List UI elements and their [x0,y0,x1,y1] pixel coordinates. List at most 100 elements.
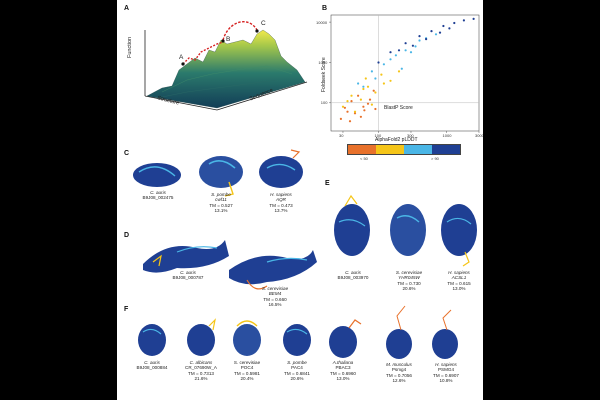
path-a-to-b [182,41,224,65]
panel-d-label: D [124,232,130,239]
species-name: S. cerevisiae [233,360,261,365]
data-point [418,39,421,42]
data-point [380,73,383,76]
data-point [370,70,373,73]
identity-percent: 20.6% [290,376,304,382]
gene-id: B9J08_002475 [142,195,174,201]
data-point [362,87,365,91]
point-b-marker [221,39,225,43]
tm-score: TM = 0.6841 [284,370,310,376]
species-name: C. auris [180,270,196,275]
species-name: C. auris [345,270,361,275]
tm-score: TM = 0.615 [447,280,471,286]
data-point [346,100,349,103]
data-point [350,94,353,97]
loop-accent [224,181,234,197]
species-name: C. albicans [189,360,213,365]
tm-score: TM = 0.7056 [386,372,412,378]
loop-accent [152,254,162,267]
data-point [359,115,362,118]
data-point [368,98,372,101]
caption-f-3: S. cerevisiae POC4 TM = 0.5981 20.4% [227,360,267,382]
tm-score: TM = 0.660 [263,296,287,302]
data-point [418,35,421,38]
colorbar-segment-mid-high [404,145,432,154]
tm-score: TM = 0.730 [397,280,421,286]
structure-d-2 [229,250,317,285]
data-point [370,103,373,106]
axis-ticks [329,21,480,133]
data-point [462,19,465,22]
protein-structures-f [138,305,458,359]
caption-f-1: C. auris B9J08_000884 [131,360,173,371]
protein-structures-e [334,194,477,267]
data-point [389,58,392,61]
colorbar [347,144,461,155]
identity-percent: 21.6% [194,376,208,382]
gene-id: B9J08_003970 [337,275,369,281]
panel-b-label: B [322,5,328,12]
data-point [346,110,349,113]
tm-score: TM = 0.6907 [433,372,459,378]
gene-id: ACSL1 [451,275,467,281]
species-name: S. cerevisiae [261,286,289,291]
species-name: H. sapiens [435,362,457,367]
panel-a-label: A [124,5,130,12]
structure-f-1 [138,324,166,356]
tm-score: TM = 0.6960 [330,370,356,376]
gene-id: CR_07690W_A [185,365,217,371]
helix-accent [446,217,472,225]
data-point [366,85,370,88]
data-point [364,77,367,80]
identity-percent: 10.8% [439,378,453,384]
data-point [357,82,360,85]
gene-id: Psmg4 [391,367,407,373]
data-point [382,63,385,66]
landscape-surface [146,29,306,109]
identity-percent: 12.6% [392,378,406,384]
data-point [359,98,362,101]
gene-id: PBAC3 [335,365,351,371]
gene-id: AQR [276,197,286,203]
point-a-marker [181,62,185,66]
data-point [382,82,385,85]
data-point [353,112,357,115]
data-point [389,51,392,54]
identity-percent: 16.5% [268,302,282,308]
point-a-label: A [179,54,184,61]
data-point [453,21,456,25]
loop-accent [396,305,406,331]
identity-percent: 20.6% [402,286,416,292]
data-point [414,45,417,48]
x-tick-label: 300 [406,133,414,138]
colorbar-low-label: < 50 [360,156,368,161]
gene-id: B9J08_000884 [136,365,168,371]
loop-accent [290,149,301,159]
data-points [339,17,475,123]
data-point [400,67,403,70]
gene-id: PSMG4 [437,367,455,373]
data-point [362,105,365,108]
gene-id: B9J08_000787 [172,275,204,281]
identity-percent: 13.0% [336,376,350,382]
x-axis-label: BlastP Score [384,105,413,111]
data-point [343,106,346,109]
y-tick-label: 10000 [316,19,328,25]
data-point [404,42,407,45]
point-c-label: C [261,20,266,27]
species-name: C. auris [150,190,166,195]
protein-structures-d [143,240,317,290]
panel-e-label: E [325,180,330,187]
figure: A Function Structure Sequence A B C B [117,0,483,400]
caption-e-2: S. cerevisiae YHR045W TM = 0.730 20.6% [387,270,431,292]
gene-id: YHR045W [398,275,420,281]
caption-c-1: C. auris B9J08_002475 [137,190,179,201]
loop-accent [208,318,216,331]
structure-c-3 [259,156,303,188]
data-point [362,85,365,88]
colorbar-segment-mid-low [376,145,404,154]
protein-structures-c [133,149,303,197]
data-point [353,110,357,113]
species-name: C. auris [144,360,160,365]
caption-f-5: A.thaliana PBAC3 TM = 0.6960 13.0% [323,360,363,382]
